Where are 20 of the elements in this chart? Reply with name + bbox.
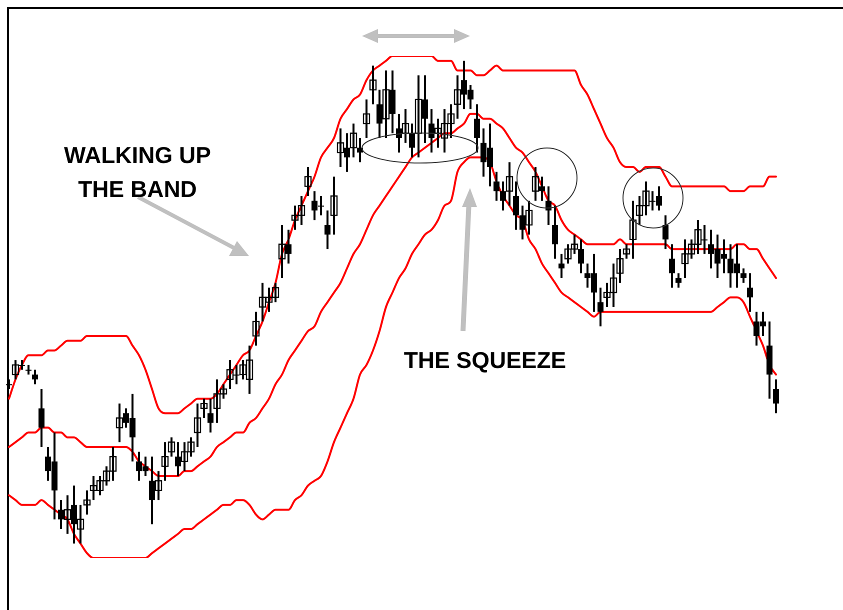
candlestick	[598, 286, 604, 328]
candlestick	[773, 378, 779, 414]
candlestick	[26, 364, 32, 376]
candlestick	[494, 170, 500, 202]
candlestick	[662, 214, 668, 250]
annotation: THE SQUEEZE	[402, 346, 568, 375]
candlestick	[208, 398, 214, 434]
candlestick	[474, 103, 480, 154]
candlestick	[38, 388, 44, 448]
candlestick	[552, 204, 558, 260]
candlestick	[558, 252, 564, 280]
candlestick	[32, 368, 38, 386]
candlestick	[740, 267, 746, 284]
candlestick	[676, 272, 682, 289]
candlestick	[324, 209, 330, 250]
candlestick	[513, 180, 519, 231]
candlestick	[6, 378, 12, 390]
candlestick	[669, 243, 675, 289]
annotation: WALKING UP THE BAND	[63, 141, 212, 204]
candlestick	[747, 272, 753, 313]
